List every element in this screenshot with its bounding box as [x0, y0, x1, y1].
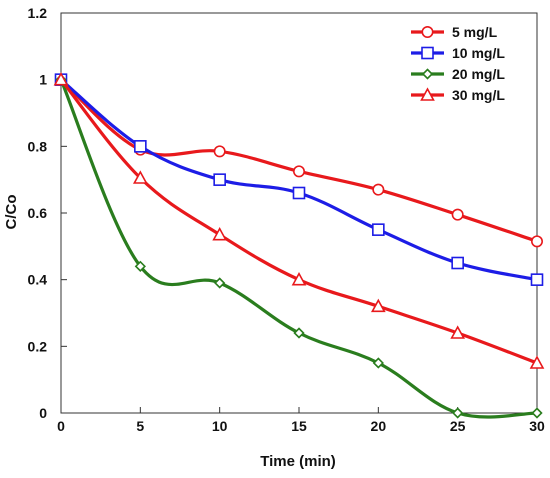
- data-point: [292, 165, 305, 178]
- data-point: [372, 223, 385, 236]
- y-tick-label: 0.6: [28, 205, 48, 221]
- data-point: [213, 173, 226, 186]
- x-tick-label: 15: [291, 418, 307, 434]
- data-point: [292, 186, 306, 200]
- data-point: [214, 277, 226, 289]
- data-point: [53, 71, 69, 86]
- legend-item: 20 mg/L: [411, 66, 505, 82]
- y-axis-title: C/Co: [3, 195, 20, 230]
- legend-label: 5 mg/L: [452, 24, 498, 40]
- data-point: [372, 183, 385, 196]
- data-point: [451, 256, 464, 270]
- series-20-mg-l: [55, 74, 543, 419]
- legend-marker: [421, 46, 434, 60]
- legend-item: 5 mg/L: [411, 24, 498, 40]
- series-30-mg-l: [53, 71, 545, 369]
- series-line: [59, 78, 539, 243]
- data-point: [529, 355, 545, 369]
- legend-item: 30 mg/L: [411, 87, 505, 103]
- series-line: [59, 78, 539, 282]
- legend-marker: [420, 87, 435, 101]
- legend-marker: [421, 25, 434, 38]
- x-tick-label: 30: [529, 418, 545, 434]
- data-point: [452, 407, 464, 419]
- data-point: [450, 325, 466, 339]
- x-tick-label: 20: [371, 418, 387, 434]
- y-tick-label: 0.8: [28, 138, 48, 154]
- data-point: [530, 235, 543, 248]
- x-axis-title: Time (min): [260, 453, 336, 470]
- x-tick-label: 0: [57, 418, 65, 434]
- legend-label: 10 mg/L: [452, 45, 505, 61]
- legend-item: 10 mg/L: [411, 45, 505, 61]
- y-tick-label: 0.4: [28, 272, 48, 288]
- data-point: [213, 145, 226, 158]
- data-point: [370, 298, 386, 313]
- y-tick-label: 0.2: [28, 338, 48, 354]
- x-tick-label: 10: [212, 418, 228, 434]
- legend: 5 mg/L 10 mg/L 20 mg/L 30 mg/L: [411, 24, 505, 103]
- y-axis: 0 0.2 0.4 0.6 0.8 1 1.2: [28, 5, 67, 421]
- data-point: [372, 357, 384, 369]
- data-point: [134, 260, 146, 272]
- data-point: [291, 271, 307, 286]
- legend-marker: [421, 68, 434, 80]
- data-point: [134, 140, 147, 153]
- legend-label: 30 mg/L: [452, 87, 505, 103]
- data-point: [531, 407, 543, 419]
- y-tick-label: 1.2: [28, 5, 48, 21]
- legend-label: 20 mg/L: [452, 66, 505, 82]
- data-point: [132, 170, 148, 184]
- x-tick-label: 5: [136, 418, 144, 434]
- series-10-mg-l: [54, 73, 544, 286]
- data-point: [212, 226, 228, 241]
- series-line: [59, 78, 539, 419]
- data-point: [451, 208, 464, 221]
- series-line: [59, 78, 539, 365]
- x-tick-label: 25: [450, 418, 466, 434]
- data-point: [530, 273, 544, 286]
- data-point: [293, 327, 305, 339]
- x-axis: 0 5 10 15 20 25 30: [57, 407, 545, 434]
- y-tick-label: 1: [39, 72, 47, 88]
- series-layer: [53, 71, 545, 419]
- y-tick-label: 0: [39, 405, 47, 421]
